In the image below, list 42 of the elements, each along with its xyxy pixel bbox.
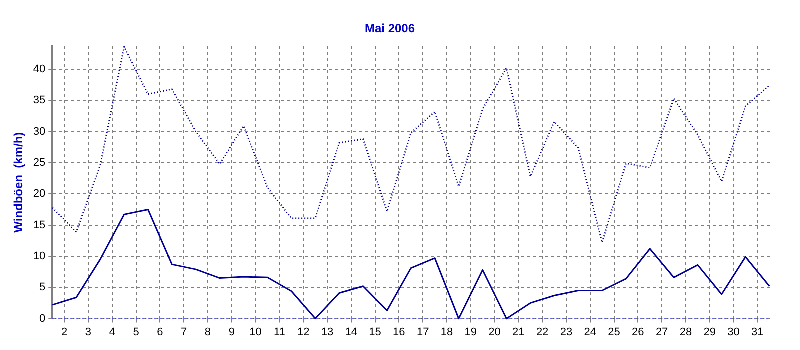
x-tick-label: 20 (488, 326, 501, 338)
x-tick-label: 2 (62, 326, 68, 338)
x-tick-label: 11 (274, 326, 286, 338)
x-tick-label: 3 (85, 326, 92, 338)
x-tick-label: 14 (345, 326, 358, 338)
x-tick-label: 9 (228, 326, 235, 338)
x-tick-label: 31 (752, 326, 764, 338)
x-tick-label: 19 (464, 326, 477, 338)
x-tick-label: 17 (416, 326, 430, 338)
x-tick-label: 6 (157, 326, 164, 338)
x-tick-label: 13 (321, 326, 334, 338)
chart-title: Mai 2006 (364, 22, 416, 36)
x-tick-label: 26 (632, 326, 644, 338)
x-tick-label: 25 (608, 326, 620, 338)
x-tick-label: 18 (440, 326, 454, 338)
y-tick-label: 35 (33, 94, 46, 107)
y-tick-label: 15 (33, 219, 46, 232)
x-tick-label: 16 (393, 326, 406, 338)
y-tick-label: 0 (40, 312, 46, 325)
x-tick-label: 23 (560, 326, 573, 338)
y-tick-label: 30 (33, 126, 46, 138)
y-tick-label: 40 (33, 63, 46, 76)
x-tick-label: 22 (536, 326, 549, 338)
y-tick-label: 5 (40, 282, 46, 294)
x-tick-label: 4 (109, 326, 116, 338)
y-tick-label: 25 (33, 156, 46, 169)
line-series (52, 46, 770, 244)
x-tick-label: 8 (204, 326, 212, 338)
y-axis-title: Windböen (km/h) (12, 132, 26, 233)
x-tick-label: 30 (728, 326, 740, 338)
x-tick-label: 12 (297, 326, 310, 338)
x-tick-label: 24 (584, 326, 596, 338)
y-tick-label: 10 (33, 250, 46, 262)
x-tick-label: 10 (250, 326, 262, 338)
x-tick-label: 29 (704, 326, 716, 338)
x-tick-label: 15 (369, 326, 382, 338)
y-tick-label: 20 (33, 188, 46, 200)
x-tick-label: 28 (680, 326, 692, 338)
x-tick-label: 21 (512, 326, 525, 338)
x-tick-label: 5 (133, 326, 140, 338)
x-tick-label: 7 (181, 326, 188, 338)
x-tick-label: 27 (656, 326, 668, 338)
